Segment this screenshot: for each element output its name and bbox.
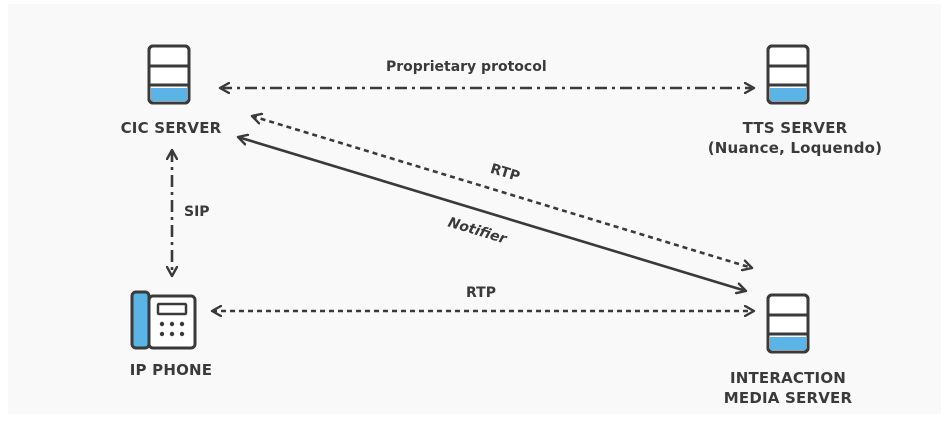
tts-server-icon [766,44,810,105]
tts-server-title: TTS SERVER [742,119,848,137]
sip-label: SIP [184,204,210,220]
cic-server-label: CIC SERVER [120,119,222,137]
diagram-canvas [8,4,941,414]
tts-server-subtitle: (Nuance, Loquendo) [707,139,883,157]
rtp-bottom-label: RTP [466,285,496,301]
media-server-icon [766,293,810,354]
desk-phone-icon [130,290,197,350]
proprietary-protocol-label: Proprietary protocol [386,59,547,75]
tts-server-label: TTS SERVER (Nuance, Loquendo) [695,118,895,158]
media-server-subtitle: MEDIA SERVER [723,389,853,407]
media-server-label: INTERACTION MEDIA SERVER [708,368,868,408]
media-server-title: INTERACTION [729,369,847,387]
ip-phone-label: IP PHONE [129,361,213,379]
notifier-connector [238,137,746,291]
cic-server-icon [147,44,191,105]
